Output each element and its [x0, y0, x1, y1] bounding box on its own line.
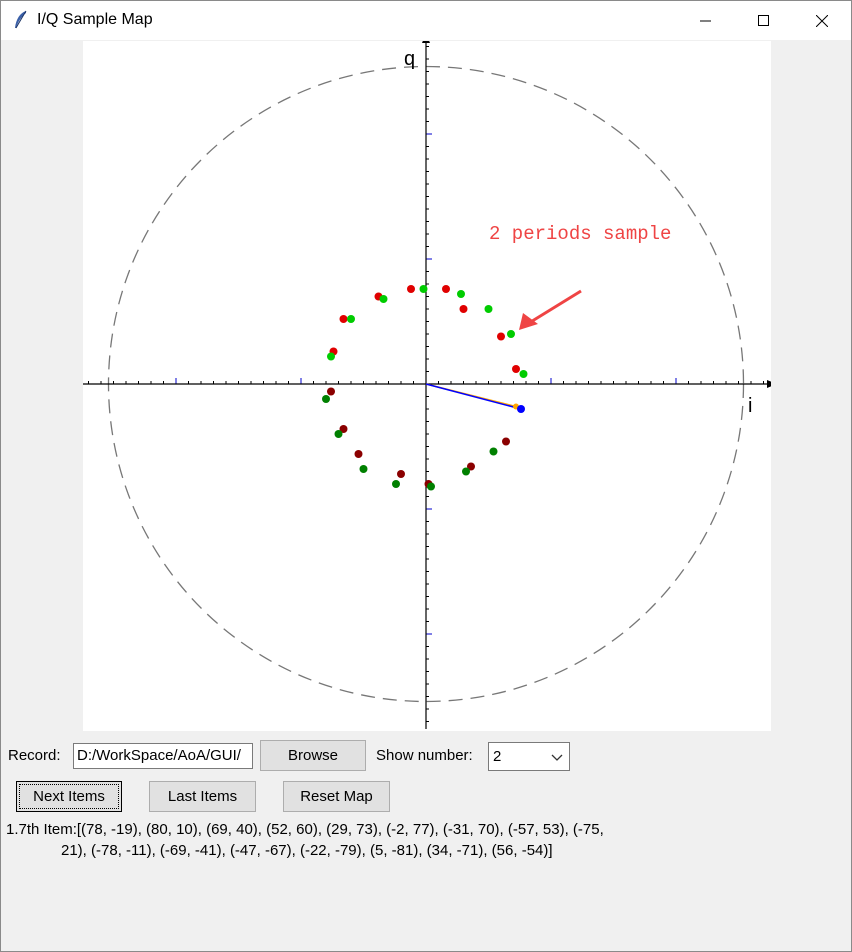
green-sample-point	[507, 330, 515, 338]
iq-vector	[425, 383, 525, 413]
red-sample-point	[459, 305, 468, 313]
green-sample-point	[322, 395, 330, 403]
red-sample-point	[467, 462, 475, 471]
show-number-label: Show number:	[376, 747, 473, 764]
red-sample-point	[354, 450, 363, 458]
close-button[interactable]	[793, 1, 851, 40]
green-sample-point	[379, 295, 388, 303]
red-sample-point	[497, 332, 505, 341]
item-info-line-2: 21), (-78, -11), (-69, -41), (-47, -67),…	[61, 842, 553, 859]
red-sample-point	[339, 425, 348, 433]
annotation-arrow	[519, 289, 582, 330]
feather-icon	[15, 10, 27, 29]
green-sample-point	[419, 285, 428, 293]
show-number-value: 2	[493, 748, 502, 765]
sample-points	[322, 285, 528, 491]
green-sample-point	[519, 370, 528, 378]
i-axis-arrow	[767, 380, 771, 388]
green-sample-point	[347, 315, 355, 323]
title-bar[interactable]: I/Q Sample Map	[1, 1, 851, 40]
red-sample-point	[502, 437, 510, 446]
red-sample-point	[512, 365, 520, 373]
annotation-text: 2 periods sample	[489, 223, 671, 245]
red-sample-point	[397, 470, 405, 478]
green-sample-point	[462, 467, 470, 476]
green-sample-point	[359, 465, 368, 473]
green-sample-point	[327, 352, 335, 361]
green-sample-point	[457, 290, 465, 298]
minimize-icon	[700, 20, 711, 21]
maximize-icon	[758, 14, 769, 26]
q-axis-label: q	[404, 48, 415, 70]
green-sample-point	[484, 305, 493, 313]
window-title: I/Q Sample Map	[37, 11, 153, 28]
close-icon	[816, 14, 828, 27]
green-sample-point	[392, 480, 400, 488]
iq-plot: q i 2 periods sample	[83, 41, 771, 729]
show-number-select[interactable]: 2	[488, 742, 570, 771]
item-info-line-1: 1.7th Item:[(78, -19), (80, 10), (69, 40…	[6, 821, 604, 838]
item-info-text: 1.7th Item:[(78, -19), (80, 10), (69, 40…	[6, 819, 646, 861]
vector-line	[425, 383, 522, 410]
reset-map-button[interactable]: Reset Map	[283, 781, 390, 812]
vector-head-point	[517, 405, 525, 413]
minimize-button[interactable]	[677, 1, 735, 40]
green-sample-point	[489, 447, 498, 456]
browse-button[interactable]: Browse	[260, 740, 366, 771]
record-label: Record:	[8, 747, 61, 764]
red-sample-point	[339, 315, 348, 323]
green-sample-point	[334, 430, 343, 438]
red-sample-point	[327, 387, 335, 396]
red-sample-point	[407, 285, 415, 293]
last-items-button[interactable]: Last Items	[149, 781, 256, 812]
red-sample-point	[442, 285, 450, 293]
green-sample-point	[427, 482, 435, 491]
next-items-button[interactable]: Next Items	[16, 781, 122, 812]
iq-plot-canvas[interactable]: q i 2 periods sample	[83, 41, 771, 731]
record-path-input[interactable]: D:/WorkSpace/AoA/GUI/	[73, 743, 253, 769]
q-axis-arrow	[422, 41, 430, 43]
chevron-down-icon	[551, 754, 563, 761]
maximize-button[interactable]	[735, 1, 793, 40]
i-axis-label: i	[748, 395, 752, 417]
